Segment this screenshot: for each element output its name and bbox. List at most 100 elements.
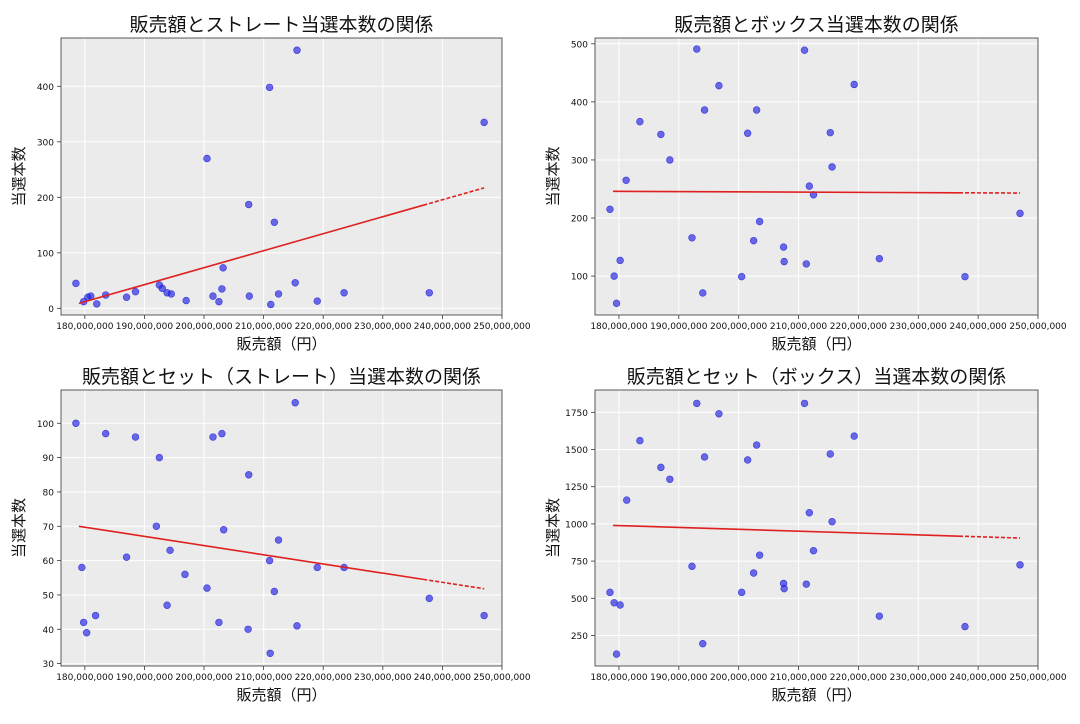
data-point bbox=[876, 613, 883, 620]
x-tick-label: 180,000,000 bbox=[56, 322, 114, 332]
data-point bbox=[810, 547, 817, 554]
data-point bbox=[689, 234, 696, 241]
data-point bbox=[962, 273, 969, 280]
y-tick-label: 80 bbox=[43, 488, 55, 498]
data-point bbox=[220, 526, 227, 533]
data-point bbox=[164, 602, 171, 609]
data-point bbox=[271, 588, 278, 595]
x-tick-label: 200,000,000 bbox=[175, 673, 233, 683]
data-point bbox=[219, 430, 226, 437]
x-tick-label: 230,000,000 bbox=[890, 673, 948, 683]
data-point bbox=[183, 297, 190, 304]
data-point bbox=[132, 434, 139, 441]
data-point bbox=[803, 260, 810, 267]
data-point bbox=[210, 434, 217, 441]
data-point bbox=[753, 442, 760, 449]
data-point bbox=[78, 564, 85, 571]
x-tick-label: 250,000,000 bbox=[1009, 322, 1067, 332]
data-point bbox=[219, 286, 226, 293]
data-point bbox=[204, 585, 211, 592]
data-point bbox=[102, 430, 109, 437]
data-point bbox=[292, 279, 299, 286]
data-point bbox=[294, 622, 301, 629]
y-tick-label: 200 bbox=[571, 215, 588, 225]
data-point bbox=[80, 619, 87, 626]
data-point bbox=[657, 131, 664, 138]
data-point bbox=[803, 581, 810, 588]
data-point bbox=[829, 518, 836, 525]
y-axis-title: 当選本数 bbox=[544, 146, 562, 206]
y-tick-label: 50 bbox=[43, 591, 55, 601]
y-axis-title: 当選本数 bbox=[544, 498, 562, 558]
x-tick-label: 220,000,000 bbox=[830, 322, 888, 332]
x-tick-label: 210,000,000 bbox=[770, 322, 828, 332]
data-point bbox=[617, 257, 624, 264]
x-tick-label: 250,000,000 bbox=[1009, 673, 1067, 683]
data-point bbox=[168, 291, 175, 298]
plot-background bbox=[595, 390, 1038, 666]
y-tick-label: 1250 bbox=[565, 483, 588, 493]
x-tick-label: 180,000,000 bbox=[590, 673, 648, 683]
data-point bbox=[72, 280, 79, 287]
data-point bbox=[292, 399, 299, 406]
data-point bbox=[699, 640, 706, 647]
data-point bbox=[182, 571, 189, 578]
data-point bbox=[636, 437, 643, 444]
y-tick-label: 60 bbox=[43, 557, 55, 567]
y-axis-title: 当選本数 bbox=[10, 146, 28, 206]
data-point bbox=[294, 47, 301, 54]
data-point bbox=[220, 264, 227, 271]
data-point bbox=[780, 244, 787, 251]
data-point bbox=[701, 454, 708, 461]
data-point bbox=[801, 47, 808, 54]
data-point bbox=[83, 629, 90, 636]
x-tick-label: 190,000,000 bbox=[116, 322, 174, 332]
data-point bbox=[153, 523, 160, 530]
data-point bbox=[481, 119, 488, 126]
chart-title: 販売額とボックス当選本数の関係 bbox=[674, 14, 958, 36]
data-point bbox=[876, 255, 883, 262]
data-point bbox=[666, 476, 673, 483]
data-point bbox=[829, 164, 836, 171]
data-point bbox=[623, 497, 630, 504]
data-point bbox=[246, 293, 253, 300]
y-tick-label: 100 bbox=[571, 273, 588, 283]
data-point bbox=[613, 651, 620, 658]
x-tick-label: 190,000,000 bbox=[650, 673, 708, 683]
x-tick-label: 250,000,000 bbox=[473, 673, 531, 683]
data-point bbox=[93, 300, 100, 307]
x-axis-title: 販売額（円） bbox=[236, 686, 326, 704]
data-point bbox=[689, 563, 696, 570]
data-point bbox=[314, 564, 321, 571]
plot-background bbox=[595, 38, 1038, 315]
x-tick-label: 190,000,000 bbox=[116, 673, 174, 683]
data-point bbox=[481, 612, 488, 619]
x-tick-label: 210,000,000 bbox=[235, 322, 293, 332]
plot-background bbox=[61, 38, 502, 315]
x-tick-label: 200,000,000 bbox=[710, 673, 768, 683]
x-tick-label: 220,000,000 bbox=[830, 673, 888, 683]
data-point bbox=[245, 626, 252, 633]
data-point bbox=[617, 602, 624, 609]
plot-background bbox=[61, 390, 502, 666]
data-point bbox=[716, 82, 723, 89]
y-tick-label: 40 bbox=[43, 626, 55, 636]
data-point bbox=[666, 157, 673, 164]
data-point bbox=[744, 130, 751, 137]
data-point bbox=[1017, 210, 1024, 217]
y-tick-label: 1500 bbox=[565, 446, 588, 456]
data-point bbox=[607, 206, 614, 213]
x-tick-label: 190,000,000 bbox=[650, 322, 708, 332]
data-point bbox=[266, 557, 273, 564]
x-tick-label: 180,000,000 bbox=[590, 322, 648, 332]
data-point bbox=[962, 623, 969, 630]
data-point bbox=[267, 301, 274, 308]
x-axis-title: 販売額（円） bbox=[236, 335, 326, 353]
x-tick-label: 230,000,000 bbox=[354, 322, 412, 332]
y-tick-label: 90 bbox=[43, 454, 55, 464]
x-tick-label: 240,000,000 bbox=[950, 322, 1008, 332]
